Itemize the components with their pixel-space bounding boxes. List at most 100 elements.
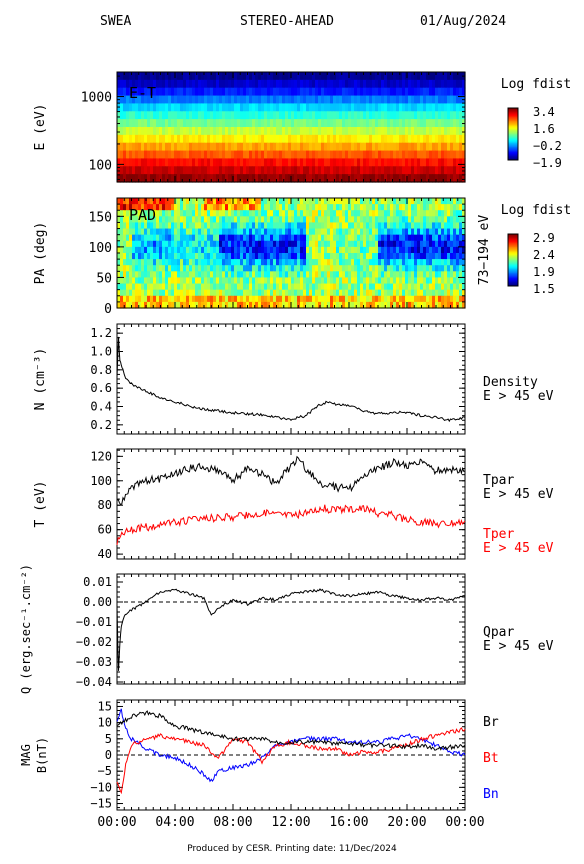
- pad-cell: [432, 234, 436, 242]
- pad-cell: [228, 198, 232, 205]
- pad-cell: [237, 301, 241, 309]
- energy-cell: [363, 127, 367, 136]
- pad-cell: [270, 222, 274, 230]
- energy-cell: [366, 142, 370, 152]
- pad-cell: [300, 253, 304, 260]
- pad-cell: [213, 265, 217, 272]
- pad-cell: [120, 222, 124, 230]
- pad-cell: [222, 289, 226, 297]
- pad-cell: [405, 253, 409, 260]
- energy-colorbar-cell: [508, 154, 518, 157]
- pad-cell: [294, 210, 298, 217]
- energy-cell: [327, 142, 331, 152]
- pad-cell: [273, 234, 277, 242]
- pad-cell: [180, 198, 184, 205]
- energy-cell: [348, 127, 352, 136]
- pad-cell: [321, 271, 325, 279]
- energy-cell: [291, 95, 295, 105]
- energy-cell: [267, 72, 271, 81]
- energy-cell: [426, 142, 430, 152]
- energy-cell: [237, 111, 241, 120]
- energy-colorbar-cell: [508, 114, 518, 117]
- energy-colorbar-label: 1.6: [533, 122, 555, 136]
- energy-cell: [117, 150, 121, 160]
- pad-cell: [165, 271, 169, 279]
- energy-cell: [390, 103, 394, 112]
- energy-cell: [183, 87, 187, 97]
- energy-cell: [189, 79, 193, 89]
- energy-colorbar-cell: [508, 130, 518, 132]
- pad-cell: [291, 289, 295, 297]
- energy-cell: [291, 72, 295, 81]
- x-tick-label: 00:00: [97, 815, 136, 830]
- pad-cell: [318, 198, 322, 205]
- energy-colorbar-frame: [507, 107, 519, 161]
- pad-cell: [369, 277, 373, 285]
- pad-cell: [342, 204, 346, 211]
- energy-cell: [237, 158, 241, 167]
- pad-cell: [159, 240, 163, 248]
- pad-cell: [393, 253, 397, 260]
- pad-cell: [267, 246, 271, 254]
- energy-cell: [249, 127, 253, 136]
- pad-cell: [450, 301, 454, 309]
- energy-cell: [234, 79, 238, 89]
- pad-cell: [171, 210, 175, 217]
- energy-cell: [207, 174, 211, 183]
- energy-cell: [303, 87, 307, 97]
- pad-cell: [225, 271, 229, 279]
- energy-cell: [144, 166, 148, 175]
- pad-cell: [285, 228, 289, 236]
- pad-cell: [285, 253, 289, 260]
- pad-cell: [135, 277, 139, 285]
- energy-cell: [210, 95, 214, 105]
- energy-cell: [417, 166, 421, 175]
- energy-cell: [420, 87, 424, 97]
- pad-cell: [231, 295, 235, 303]
- pad-cell: [360, 210, 364, 217]
- energy-cell: [312, 158, 316, 167]
- pad-cell: [300, 216, 304, 224]
- x-tick-label: 04:00: [155, 815, 194, 830]
- energy-cell: [207, 111, 211, 120]
- pad-cell: [240, 204, 244, 211]
- energy-cell: [333, 158, 337, 167]
- pad-cell: [198, 210, 202, 217]
- pad-cell: [339, 198, 343, 205]
- pad-cell: [369, 253, 373, 260]
- pad-cell: [459, 234, 463, 242]
- pad-cell: [387, 228, 391, 236]
- pad-cell: [342, 277, 346, 285]
- pad-cell: [210, 210, 214, 217]
- pad-cell: [204, 228, 208, 236]
- pad-cell: [201, 289, 205, 297]
- pad-cell: [357, 210, 361, 217]
- energy-spectrogram: [117, 72, 466, 183]
- pad-cell: [360, 246, 364, 254]
- pad-cell: [369, 228, 373, 236]
- energy-cell: [354, 79, 358, 89]
- energy-cell: [402, 150, 406, 160]
- energy-cell: [138, 119, 142, 128]
- pad-cell: [348, 234, 352, 242]
- pad-cell: [147, 228, 151, 236]
- energy-cell: [429, 111, 433, 120]
- pad-cell: [243, 210, 247, 217]
- mag-ytick-label: 0: [105, 748, 112, 762]
- energy-cell: [156, 72, 160, 81]
- energy-cell: [237, 103, 241, 112]
- pad-cell: [453, 246, 457, 254]
- pad-cell: [345, 295, 349, 303]
- pad-cell: [195, 204, 199, 211]
- pad-cell: [423, 289, 427, 297]
- energy-cell: [153, 150, 157, 160]
- energy-cell: [144, 87, 148, 97]
- energy-cell: [189, 158, 193, 167]
- energy-cell: [132, 103, 136, 112]
- energy-cell: [183, 119, 187, 128]
- energy-cell: [174, 142, 178, 152]
- pad-cell: [225, 301, 229, 309]
- pad-cell: [309, 228, 313, 236]
- energy-cell: [132, 72, 136, 81]
- energy-cell: [177, 119, 181, 128]
